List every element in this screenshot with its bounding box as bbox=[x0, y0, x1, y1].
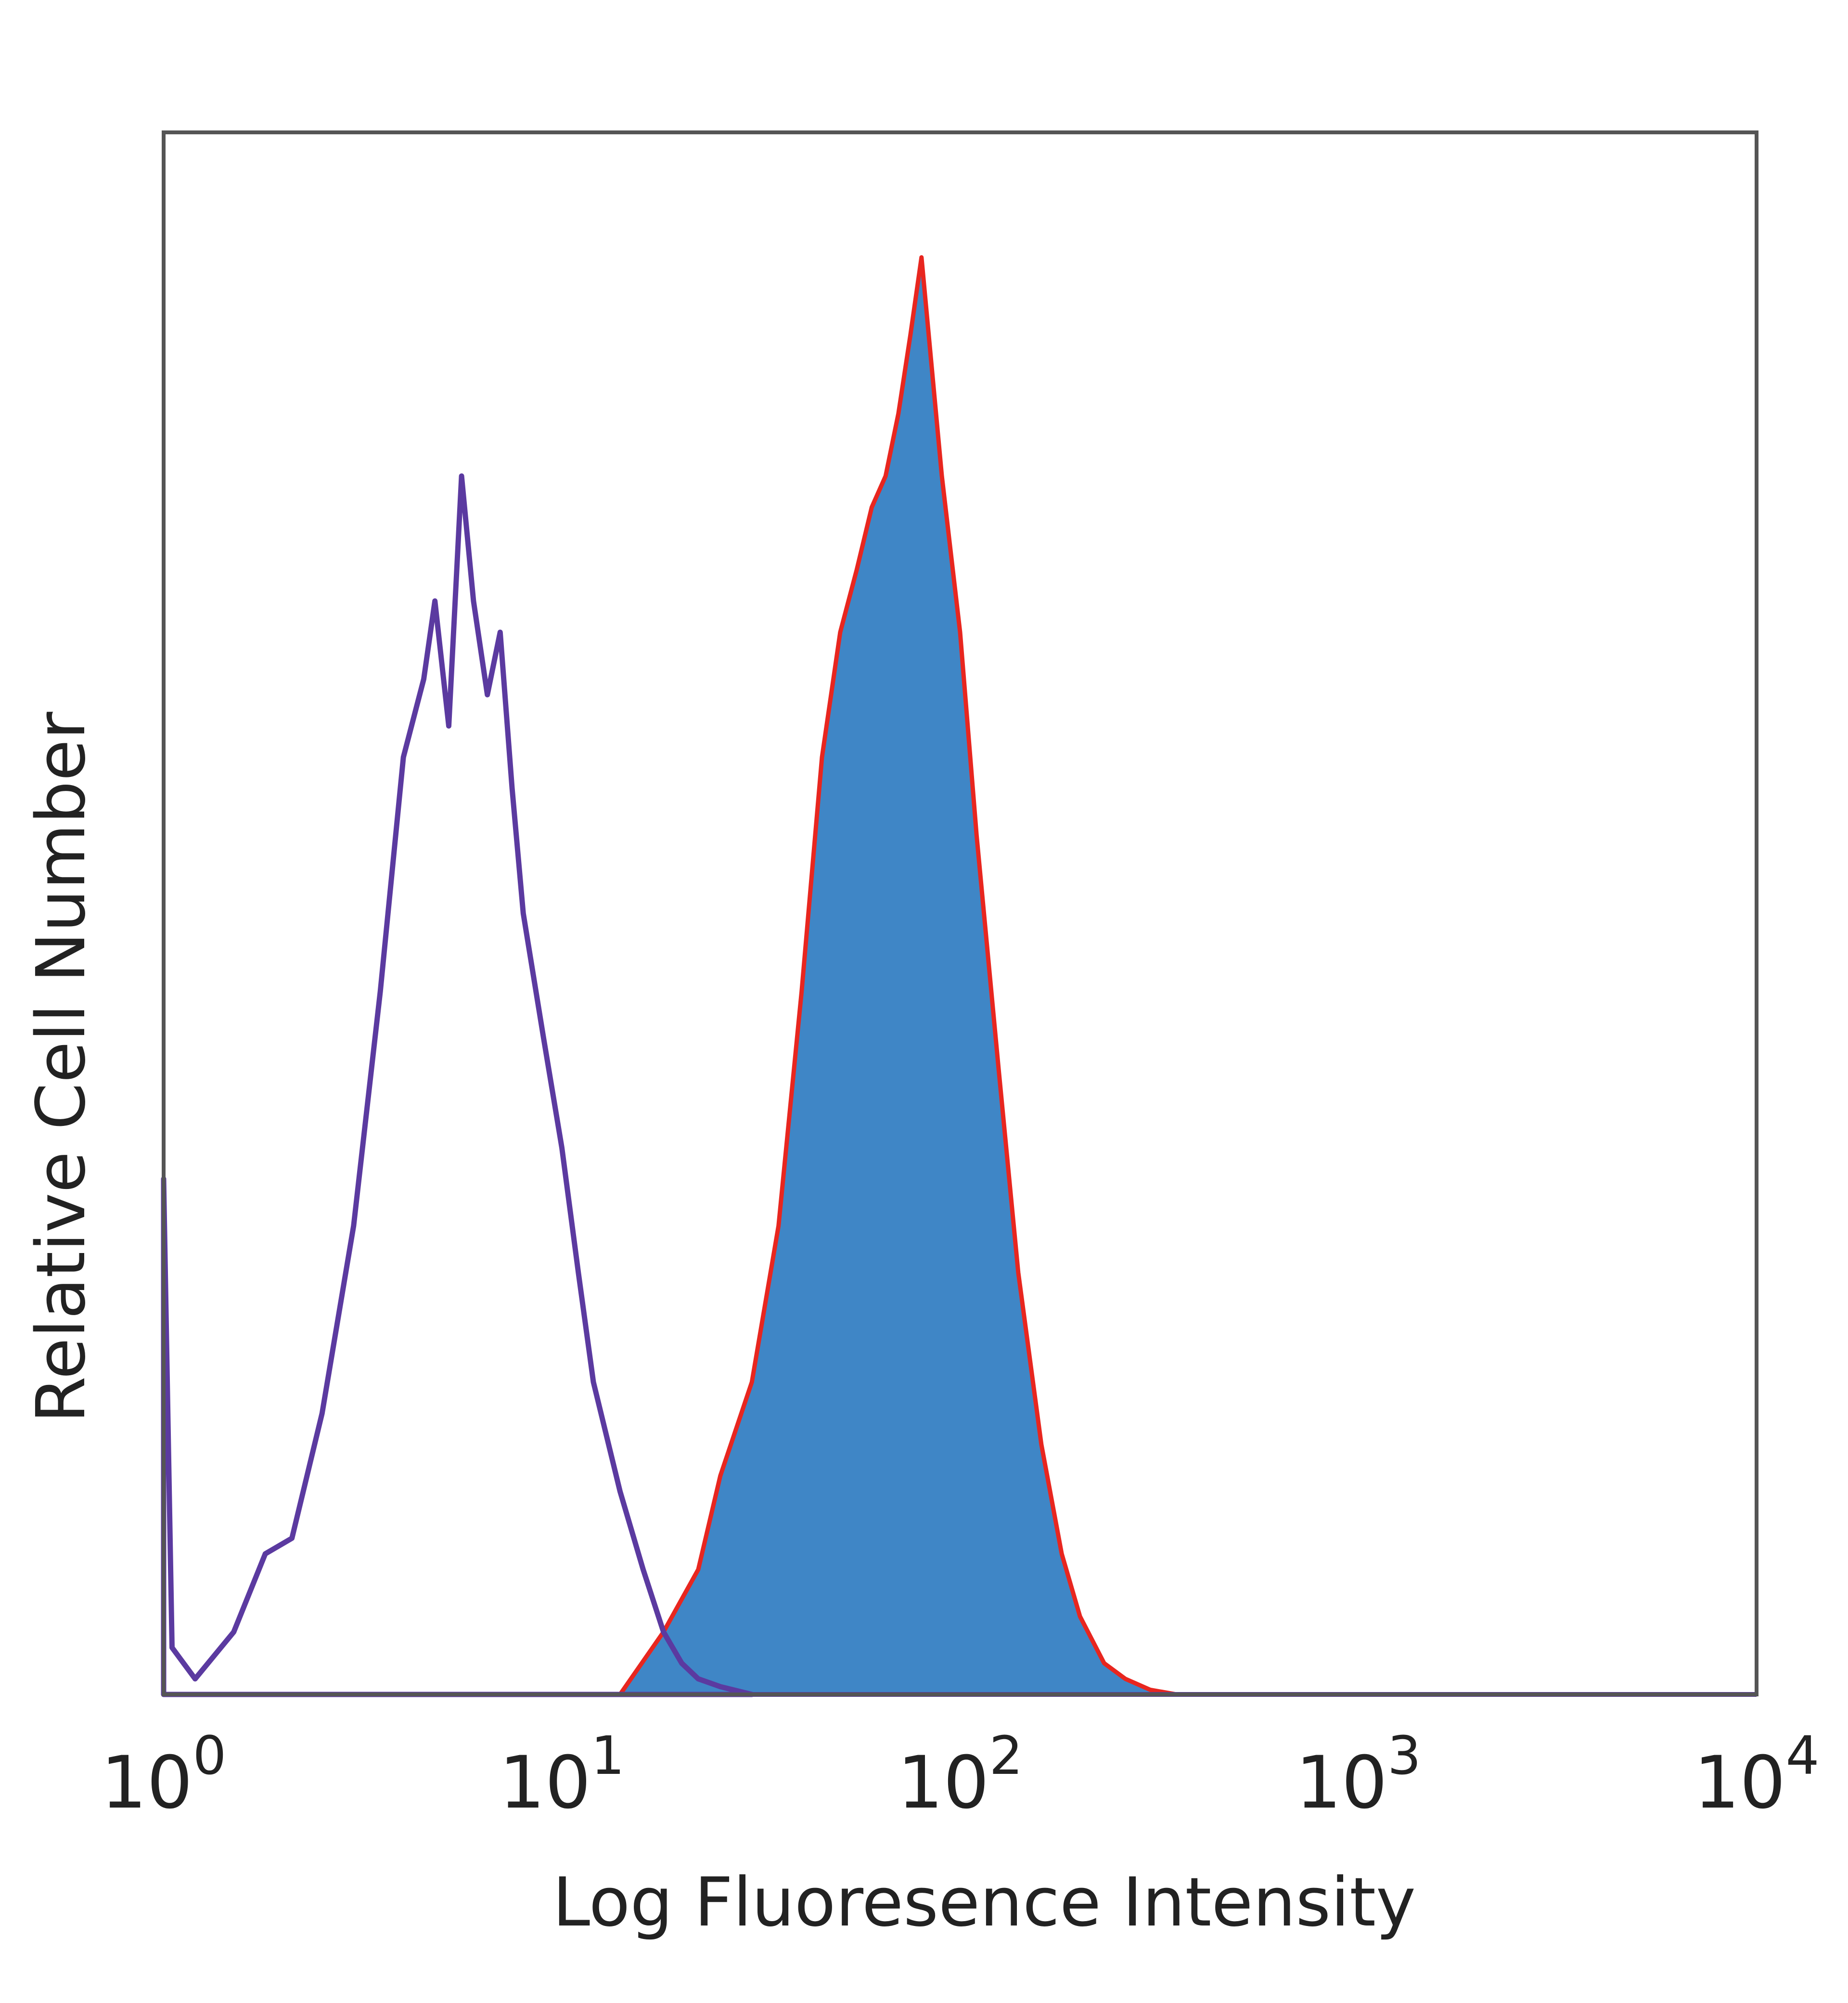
open-histogram bbox=[161, 473, 755, 1697]
series-layer bbox=[161, 255, 1757, 1697]
filled-histogram bbox=[617, 255, 1179, 1697]
x-tick-label: 102 bbox=[898, 1725, 1023, 1825]
x-tick-label: 103 bbox=[1296, 1725, 1421, 1825]
y-axis-label: Relative Cell Number bbox=[22, 711, 101, 1423]
x-tick-label: 101 bbox=[499, 1725, 625, 1825]
x-tick-label: 104 bbox=[1694, 1725, 1820, 1825]
x-tick-labels: 100 101 102 103 104 bbox=[101, 1725, 1820, 1825]
x-tick-label: 100 bbox=[101, 1725, 227, 1825]
x-axis-label: Log Fluoresence Intensity bbox=[552, 1863, 1416, 1942]
plot-frame bbox=[162, 130, 1758, 1696]
